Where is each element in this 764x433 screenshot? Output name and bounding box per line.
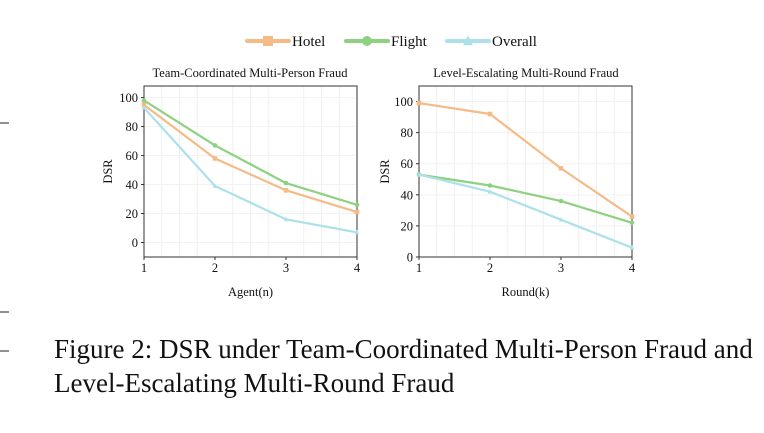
chart-panel-right: 0 20 40 60 80 100 1 2 3 4 Level-Escalating Multi-R… (378, 66, 636, 299)
y-axis-label: DSR (101, 159, 115, 184)
series-line-overall (418, 173, 633, 249)
data-point-flight (629, 220, 635, 226)
y-tick-label: 60 (126, 149, 139, 163)
data-point-overall (558, 217, 564, 222)
data-point-flight (354, 202, 360, 208)
data-point-overall (141, 105, 147, 110)
chart-title: Team-Coordinated Multi-Person Fraud (153, 66, 349, 80)
series-line-hotel (143, 103, 358, 214)
x-tick-label: 4 (354, 261, 361, 275)
y-tick-label: 20 (401, 219, 414, 233)
data-point-hotel (212, 156, 218, 161)
data-point-flight (141, 98, 147, 103)
series-line-overall (143, 106, 358, 234)
figure-caption: Figure 2: DSR under Team-Coordinated Mul… (54, 334, 753, 398)
y-tick-label: 100 (394, 95, 413, 109)
data-point-hotel (416, 100, 422, 106)
data-point-hotel (558, 166, 564, 171)
grid (419, 86, 632, 258)
x-tick-label: 4 (629, 261, 636, 275)
x-tick-label: 1 (141, 261, 147, 275)
grid (144, 86, 357, 257)
data-point-overall (283, 216, 289, 222)
legend-label-hotel: Hotel (292, 34, 325, 50)
legend: Hotel Flight Overall (245, 34, 537, 50)
series-hotel (141, 102, 360, 215)
chart-title: Level-Escalating Multi-Round Fraud (433, 66, 619, 80)
legend-label-overall: Overall (492, 34, 537, 50)
series-overall (416, 171, 635, 250)
legend-marker-hotel (263, 36, 273, 46)
data-point-overall (416, 171, 422, 177)
x-tick-label: 1 (416, 261, 422, 275)
data-point-hotel (141, 102, 147, 108)
x-tick-label: 2 (487, 261, 493, 275)
plot-frame (418, 85, 633, 258)
data-point-flight (212, 143, 218, 148)
y-tick-label: 80 (401, 126, 414, 140)
plot-frame (143, 85, 358, 258)
data-point-hotel (354, 209, 360, 215)
y-tick-label: 40 (126, 178, 139, 192)
y-tick-label: 60 (401, 157, 414, 171)
y-tick-label: 0 (132, 236, 138, 250)
legend-marker-overall (463, 35, 473, 46)
data-point-flight (487, 183, 493, 188)
data-point-flight (558, 198, 564, 204)
chart-panel-left: 0 20 40 60 80 100 1 2 3 4 Team-Coordinated Multi-P… (101, 66, 361, 299)
legend-label-flight: Flight (391, 34, 428, 50)
series-overall (141, 105, 360, 235)
series-line-flight (143, 99, 358, 206)
y-tick-label: 0 (407, 251, 413, 265)
x-tick-label: 3 (283, 261, 289, 275)
x-tick-label: 2 (212, 261, 218, 275)
data-point-hotel (629, 214, 635, 219)
series-hotel (416, 100, 635, 219)
y-tick-label: 20 (126, 207, 139, 221)
data-point-hotel (487, 111, 493, 117)
page-edge-marks (0, 122, 9, 352)
series-line-hotel (418, 102, 633, 218)
y-tick-label: 40 (401, 188, 414, 202)
y-tick-label: 100 (119, 91, 138, 105)
data-point-overall (212, 183, 218, 188)
data-point-flight (283, 180, 289, 186)
legend-marker-flight (362, 36, 372, 46)
y-tick-label: 80 (126, 120, 139, 134)
y-axis-label: DSR (378, 159, 392, 184)
series-flight (141, 98, 360, 208)
series-line-flight (418, 173, 633, 224)
data-point-overall (629, 245, 635, 250)
data-point-hotel (283, 188, 289, 193)
x-axis-label: Round(k) (502, 285, 550, 299)
data-point-overall (354, 229, 360, 235)
x-axis-label: Agent(n) (228, 285, 273, 299)
x-tick-label: 3 (558, 261, 564, 275)
data-point-overall (487, 189, 493, 194)
